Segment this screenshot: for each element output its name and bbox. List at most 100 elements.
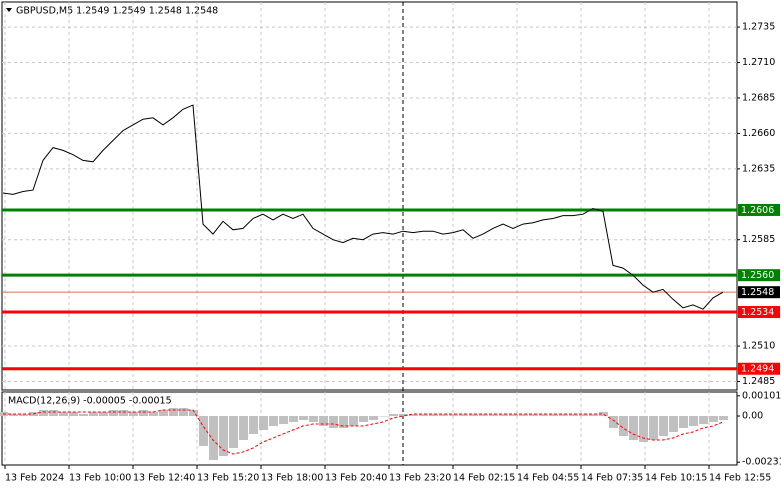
macd-bar — [389, 414, 398, 416]
macd-bar — [339, 416, 348, 428]
macd-bar — [299, 416, 308, 420]
macd-bar — [509, 414, 518, 416]
macd-bar — [179, 408, 188, 416]
macd-bar — [489, 414, 498, 416]
macd-bar — [429, 414, 438, 416]
level-label-bg — [738, 286, 780, 299]
macd-bar — [449, 414, 458, 416]
y-tick-label: 0.00101 — [742, 390, 781, 401]
macd-bar — [19, 414, 28, 416]
macd-bar — [359, 416, 368, 422]
macd-bar — [479, 414, 488, 416]
macd-bar — [139, 410, 148, 416]
macd-bar — [559, 414, 568, 416]
chart-title: GBPUSD,M5 1.2549 1.2549 1.2548 1.2548 — [16, 6, 218, 17]
y-tick-label: 1.2510 — [742, 341, 775, 352]
macd-bar — [589, 414, 598, 416]
x-tick-label: 13 Feb 23:20 — [389, 473, 451, 484]
macd-bar — [99, 412, 108, 416]
macd-bar — [169, 408, 178, 416]
main-frame — [1, 1, 738, 391]
macd-bar — [349, 416, 358, 426]
x-tick-label: 13 Feb 2024 — [5, 473, 64, 484]
x-tick-label: 14 Feb 02:15 — [453, 473, 515, 484]
macd-title: MACD(12,26,9) -0.00005 -0.00015 — [8, 396, 172, 407]
macd-bar — [119, 410, 128, 416]
x-tick-label: 13 Feb 12:40 — [133, 473, 195, 484]
macd-bar — [549, 414, 558, 416]
y-tick-label: 1.2660 — [742, 128, 775, 139]
macd-bar — [699, 416, 708, 424]
macd-bar — [149, 412, 158, 416]
x-tick-label: 13 Feb 10:00 — [69, 473, 131, 484]
level-label: 1.2534 — [741, 307, 774, 318]
y-tick-label: 1.2635 — [742, 163, 775, 174]
macd-bar — [319, 416, 328, 426]
macd-bar — [499, 414, 508, 416]
macd-bar — [39, 410, 48, 416]
level-label: 1.2494 — [741, 364, 774, 375]
macd-bar — [469, 414, 478, 416]
macd-bar — [189, 410, 198, 416]
macd-bar — [379, 416, 388, 417]
y-tick-label: 1.2685 — [742, 92, 775, 103]
macd-bar — [49, 410, 58, 416]
macd-bar — [159, 410, 168, 416]
macd-bar — [609, 416, 618, 428]
x-tick-label: 14 Feb 10:15 — [645, 473, 707, 484]
macd-bar — [369, 416, 378, 420]
macd-bar — [709, 416, 718, 422]
price-line — [2, 104, 724, 310]
macd-bar — [269, 416, 278, 426]
y-tick-label: 0.00 — [742, 411, 763, 422]
level-label: 1.2548 — [741, 287, 774, 298]
macd-bar — [409, 414, 418, 416]
y-tick-label: 1.2485 — [742, 376, 775, 387]
macd-bar — [579, 414, 588, 416]
macd-bar — [669, 416, 678, 432]
macd-frame — [1, 391, 738, 466]
macd-bar — [419, 414, 428, 416]
macd-bar — [649, 416, 658, 440]
x-tick-label: 13 Feb 18:00 — [261, 473, 323, 484]
macd-bar — [249, 416, 258, 434]
macd-bar — [69, 412, 78, 416]
level-label-bg — [738, 306, 780, 319]
y-tick-label: -0.00231 — [742, 457, 781, 468]
menu-arrow — [6, 8, 12, 12]
level-label-bg — [738, 362, 780, 375]
macd-bar — [199, 416, 208, 446]
macd-bar — [439, 414, 448, 416]
macd-bar — [129, 412, 138, 416]
macd-bar — [89, 412, 98, 416]
level-label-bg — [738, 203, 780, 216]
y-tick-label: 1.2735 — [742, 22, 775, 33]
macd-bar — [599, 412, 608, 416]
macd-bar — [719, 416, 728, 420]
macd-bar — [109, 410, 118, 416]
y-tick-label: 1.2585 — [742, 234, 775, 245]
macd-bar — [279, 416, 288, 424]
macd-bar — [239, 416, 248, 440]
x-tick-label: 13 Feb 15:20 — [197, 473, 259, 484]
macd-bar — [639, 416, 648, 442]
macd-bar — [519, 414, 528, 416]
macd-bar — [689, 416, 698, 426]
level-label-bg — [738, 269, 780, 282]
macd-bar — [289, 416, 298, 422]
x-tick-label: 14 Feb 04:55 — [517, 473, 579, 484]
macd-bar — [259, 416, 268, 430]
macd-bar — [619, 416, 628, 436]
macd-bar — [529, 414, 538, 416]
macd-bar — [329, 416, 338, 428]
macd-bar — [539, 414, 548, 416]
macd-bar — [659, 416, 668, 436]
y-tick-label: 1.2710 — [742, 57, 775, 68]
macd-bar — [629, 416, 638, 440]
macd-bar — [459, 414, 468, 416]
level-label: 1.2560 — [741, 270, 774, 281]
macd-bar — [219, 416, 228, 456]
x-tick-label: 13 Feb 20:40 — [325, 473, 387, 484]
macd-bar — [229, 416, 238, 448]
